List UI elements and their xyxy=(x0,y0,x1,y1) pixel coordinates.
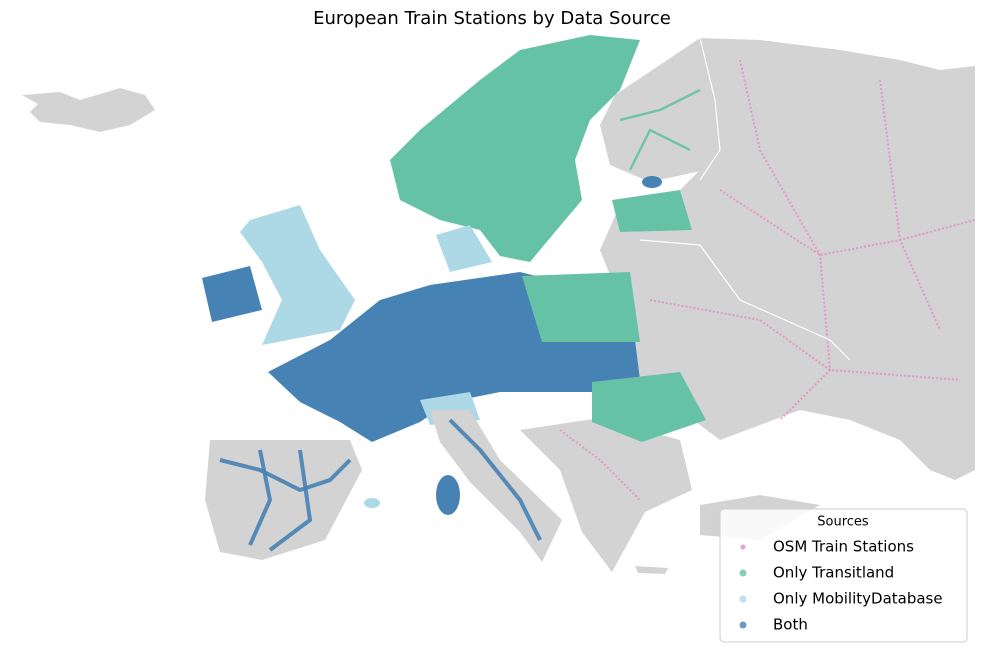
regions xyxy=(202,35,706,562)
ireland xyxy=(202,266,262,322)
legend-marker xyxy=(739,621,747,629)
eastern-europe xyxy=(600,38,975,480)
helsinki xyxy=(642,176,662,188)
legend-label: Both xyxy=(773,616,808,634)
iberia-rail xyxy=(219,458,352,493)
border xyxy=(639,239,851,361)
denmark xyxy=(436,225,492,272)
crete xyxy=(635,566,668,574)
iberia-rail xyxy=(268,449,313,552)
map-title: European Train Stations by Data Source xyxy=(313,8,671,29)
legend: Sources OSM Train Stations Only Transitla… xyxy=(719,508,968,643)
legend-items: OSM Train Stations Only Transitland Only M… xyxy=(739,538,943,634)
poland xyxy=(522,272,640,342)
finland-rail xyxy=(628,128,691,171)
balearics xyxy=(364,498,380,508)
legend-title: Sources xyxy=(817,515,869,530)
baltics xyxy=(612,190,692,232)
legend-marker xyxy=(740,544,746,550)
rail-lines xyxy=(219,37,976,552)
east-rail xyxy=(879,79,941,331)
great-britain xyxy=(240,205,355,345)
italy-rail xyxy=(448,418,542,541)
sardinia xyxy=(436,475,460,515)
legend-label: Only MobilityDatabase xyxy=(773,590,943,608)
carpathian-basin xyxy=(592,372,706,442)
italy xyxy=(430,410,562,562)
legend-marker xyxy=(739,569,747,577)
scandinavia xyxy=(390,35,640,262)
iberia xyxy=(205,440,362,560)
iceland xyxy=(22,88,155,132)
legend-box xyxy=(719,508,968,643)
finland-rail xyxy=(619,88,701,122)
east-rail xyxy=(739,59,832,421)
land xyxy=(22,38,975,574)
iberia-rail xyxy=(248,449,273,546)
balkan-rail xyxy=(559,429,641,501)
legend-label: OSM Train Stations xyxy=(773,538,914,556)
legend-label: Only Transitland xyxy=(773,564,894,582)
finland xyxy=(600,38,735,182)
border xyxy=(699,37,721,181)
balkans xyxy=(520,418,692,572)
legend-marker xyxy=(739,595,747,603)
